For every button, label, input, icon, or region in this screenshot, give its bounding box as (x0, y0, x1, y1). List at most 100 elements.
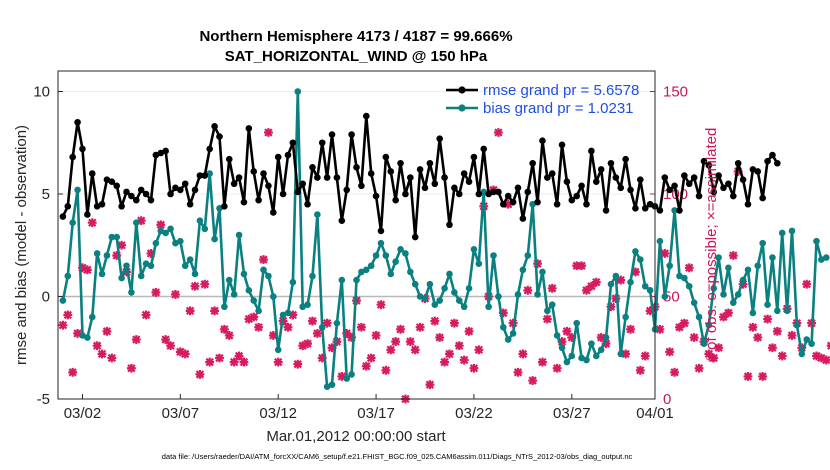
y-tick-label: 5 (42, 186, 50, 203)
rmse-point (225, 155, 233, 163)
rmse-line (61, 114, 779, 239)
rmse-point (690, 174, 698, 181)
bias-point (739, 276, 747, 284)
assimilated-marker (405, 337, 415, 347)
rmse-point (304, 200, 311, 208)
rmse-point (274, 153, 282, 161)
rmse-point (431, 180, 439, 188)
bias-series (59, 88, 830, 391)
assimilated-marker (626, 324, 635, 334)
bias-point (426, 280, 434, 288)
rmse-point (436, 135, 443, 142)
bias-point (304, 301, 311, 309)
legend-bias-label: bias grand pr = 1.0231 (483, 100, 634, 117)
bias-point (504, 336, 512, 343)
assimilated-marker (215, 353, 224, 363)
bias-point (754, 262, 762, 270)
bias-point (186, 256, 194, 263)
assimilated-marker (493, 128, 503, 137)
assimilated-marker (812, 351, 821, 361)
rmse-point (519, 215, 527, 222)
assimilated-marker (327, 343, 337, 353)
assimilated-marker (161, 335, 171, 344)
bias-point (617, 350, 625, 358)
bias-point (519, 266, 527, 274)
rmse-point (514, 184, 522, 192)
rmse-point (578, 182, 585, 190)
assimilated-marker (102, 326, 112, 336)
bias-point (162, 229, 169, 237)
bias-point (666, 262, 673, 270)
assimilated-marker (396, 324, 405, 334)
rmse-point (309, 164, 316, 171)
assimilated-marker (621, 349, 631, 359)
assimilated-marker (254, 322, 264, 332)
assimilated-marker (518, 349, 528, 359)
assimilated-marker (719, 312, 728, 322)
rmse-point (245, 125, 253, 132)
right-tick-label: 150 (663, 84, 688, 101)
bias-point (436, 297, 443, 304)
rmse-point (323, 174, 331, 181)
x-axis-ticks: 03/02 03/07 03/12 03/17 03/22 03/27 04/01 (64, 394, 674, 422)
bias-point (294, 88, 302, 95)
assimilated-marker (303, 339, 312, 349)
bias-point (685, 282, 693, 290)
rmse-point (612, 174, 620, 181)
rmse-point (392, 196, 399, 204)
bias-point (627, 278, 634, 286)
assimilated-marker (552, 363, 562, 373)
assimilated-marker (425, 380, 435, 390)
assimilated-marker (283, 322, 293, 332)
rmse-point (470, 153, 478, 161)
assimilated-marker (787, 331, 797, 340)
bias-point (392, 258, 399, 265)
assimilated-marker (180, 349, 190, 359)
rmse-point (715, 172, 722, 179)
bias-point (235, 231, 243, 239)
rmse-point (216, 133, 223, 140)
bias-point (460, 303, 468, 311)
assimilated-marker (87, 218, 97, 228)
assimilated-marker (234, 351, 244, 361)
assimilated-marker (503, 199, 513, 209)
bias-point (84, 334, 91, 341)
assimilated-marker (312, 328, 322, 338)
rmse-point (177, 186, 184, 194)
rmse-point (294, 188, 302, 196)
rmse-point (764, 157, 771, 165)
assimilated-marker (655, 324, 665, 334)
bias-point (255, 307, 262, 315)
rmse-point (64, 203, 72, 210)
bias-point (548, 301, 556, 309)
assimilated-marker (665, 347, 675, 357)
rmse-point (147, 196, 155, 204)
rmse-point (744, 200, 752, 208)
assimilated-marker (171, 290, 180, 299)
rmse-point (343, 186, 351, 194)
bias-point (69, 219, 76, 226)
bias-point (793, 321, 801, 329)
assimilated-marker (596, 333, 606, 342)
assimilated-marker (366, 353, 376, 363)
rmse-point (407, 174, 414, 181)
assimilated-marker (131, 335, 141, 344)
assimilated-marker (768, 343, 777, 353)
assimilated-marker (381, 365, 391, 375)
rmse-point (563, 178, 571, 185)
assimilated-marker (816, 353, 826, 363)
assimilated-marker (777, 351, 787, 361)
rmse-point (573, 192, 581, 200)
rmse-point (607, 159, 615, 167)
assimilated-marker (586, 281, 596, 291)
rmse-point (637, 176, 644, 183)
bias-point (421, 295, 429, 302)
bias-point (147, 262, 155, 270)
bias-point (328, 381, 336, 388)
assimilated-marker (244, 314, 254, 324)
assimilated-marker (151, 287, 161, 297)
assimilated-marker (743, 372, 753, 381)
bias-point (113, 233, 121, 241)
assimilated-marker (356, 322, 366, 332)
bias-point (734, 291, 742, 298)
